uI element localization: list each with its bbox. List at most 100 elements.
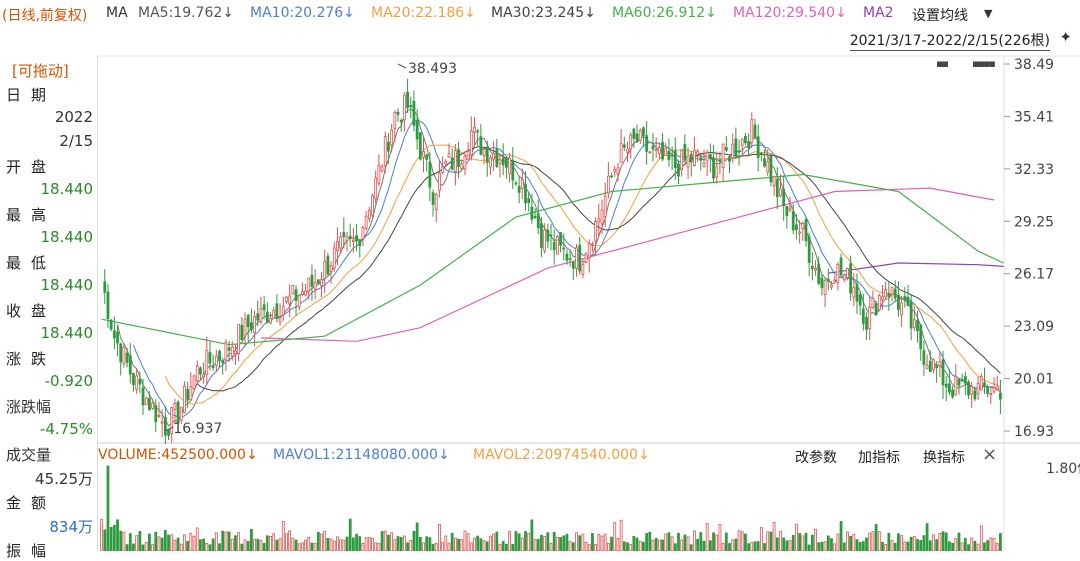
volume-bar [352,537,355,551]
volume-bar [380,531,384,551]
volume-bar [769,531,773,551]
candle-body [441,166,445,174]
volume-indicator-header: VOLUME:452500.000↓ MAVOL1:21148080.000↓ … [98,444,1080,468]
volume-bar [297,543,301,551]
volume-bar [514,531,518,551]
candle-body [906,296,910,306]
volume-bar [160,537,164,551]
candle-body [457,149,460,167]
candle-body [613,169,617,172]
volume-bar [613,522,617,551]
volume-bar [645,533,649,551]
volume-bar [986,540,990,551]
candle-body [951,389,954,398]
candle-body [967,381,970,396]
volume-bar [256,538,260,551]
candle-body [332,247,336,269]
volume-bar [202,538,205,551]
volume-bar [281,521,285,551]
change-value: -0.920 [44,372,93,390]
volume-bar [900,535,903,551]
volume-bar [587,543,591,551]
high-label: 最高 [6,206,57,224]
volume-bar [517,533,521,551]
candle-body [109,319,113,330]
pin-icon[interactable]: ✦ [1059,28,1072,46]
candle-body [632,128,636,139]
price-tick-label: 20.01 [1014,372,1054,388]
candle-body [881,296,884,300]
close-icon[interactable]: × [982,444,998,465]
candle-body [495,149,499,167]
volume-bar [858,541,862,551]
volume-bar [648,531,652,551]
volume-bar [288,530,292,551]
candle-body [728,156,731,162]
volume-bar [530,519,534,551]
candle-body [259,308,263,323]
volume-bar [112,525,116,551]
volume-bar [275,539,279,551]
candle-body [552,242,556,251]
ma250-value: MA2 [863,5,894,21]
switch-indicator-button[interactable]: 换指标 [923,450,965,466]
volume-bar [125,544,129,551]
candle-body [814,268,817,271]
volume-bar [533,539,537,551]
candle-body [689,153,693,163]
volume-bar [415,522,419,551]
candle-body [425,154,429,160]
low-value: 18.440 [40,276,94,294]
drag-handle-label[interactable]: [可拖动] [12,62,69,80]
candle-body [192,375,196,390]
candle-body [361,227,365,240]
volume-bar [425,536,429,551]
candle-body [128,355,132,375]
ma120-value: MA120:29.540↓ [733,5,847,21]
candle-body [122,346,126,365]
candle-body [801,222,805,230]
volume-bar [600,535,604,551]
candle-body [999,392,1002,400]
volume-bar [316,531,320,551]
volume-bar [457,538,460,551]
candle-body [954,376,958,395]
candle-body [402,94,406,121]
chevron-down-icon[interactable]: ▼ [984,7,993,20]
candle-body [214,355,218,366]
ma-settings-button[interactable]: 设置均线 [912,8,968,24]
chart-mode-label[interactable]: (日线,前复权) [2,8,88,24]
mavol2-value: MAVOL2:20974540.000↓ [473,447,650,463]
candle-body [313,282,317,290]
candle-body [501,157,505,166]
candle-body [887,293,891,298]
add-indicator-button[interactable]: 加指标 [858,450,900,466]
candle-body [973,390,977,400]
volume-bar [766,531,770,551]
min-price-annotation: 16.937 [173,421,222,437]
date-range-label[interactable]: 2021/3/17-2022/2/15(226根) [849,30,1050,51]
candle-body [125,352,129,363]
candle-body [890,286,894,295]
candle-body [409,105,413,108]
candle-body [170,407,174,435]
volume-bar [944,532,948,551]
candle-body [281,305,285,316]
candle-body [963,376,967,384]
candle-body [712,157,715,179]
volume-bar [938,533,942,551]
volume-bar [355,533,358,551]
candle-body [380,166,384,172]
volume-bar [246,540,250,551]
price-tick-label: 32.33 [1014,162,1054,178]
zoom-in-icon[interactable]: ▪▪▪▪ [972,57,996,70]
ma20-value: MA20:22.186↓ [371,5,476,21]
change-params-button[interactable]: 改参数 [795,450,837,466]
volume-bar [294,539,298,551]
candle-body [772,176,776,187]
volume-bar [970,537,974,551]
volume-bar [253,538,256,551]
volume-bar [135,535,139,551]
zoom-out-icon[interactable]: ▪▪ [936,57,949,70]
candle-body [642,127,645,136]
